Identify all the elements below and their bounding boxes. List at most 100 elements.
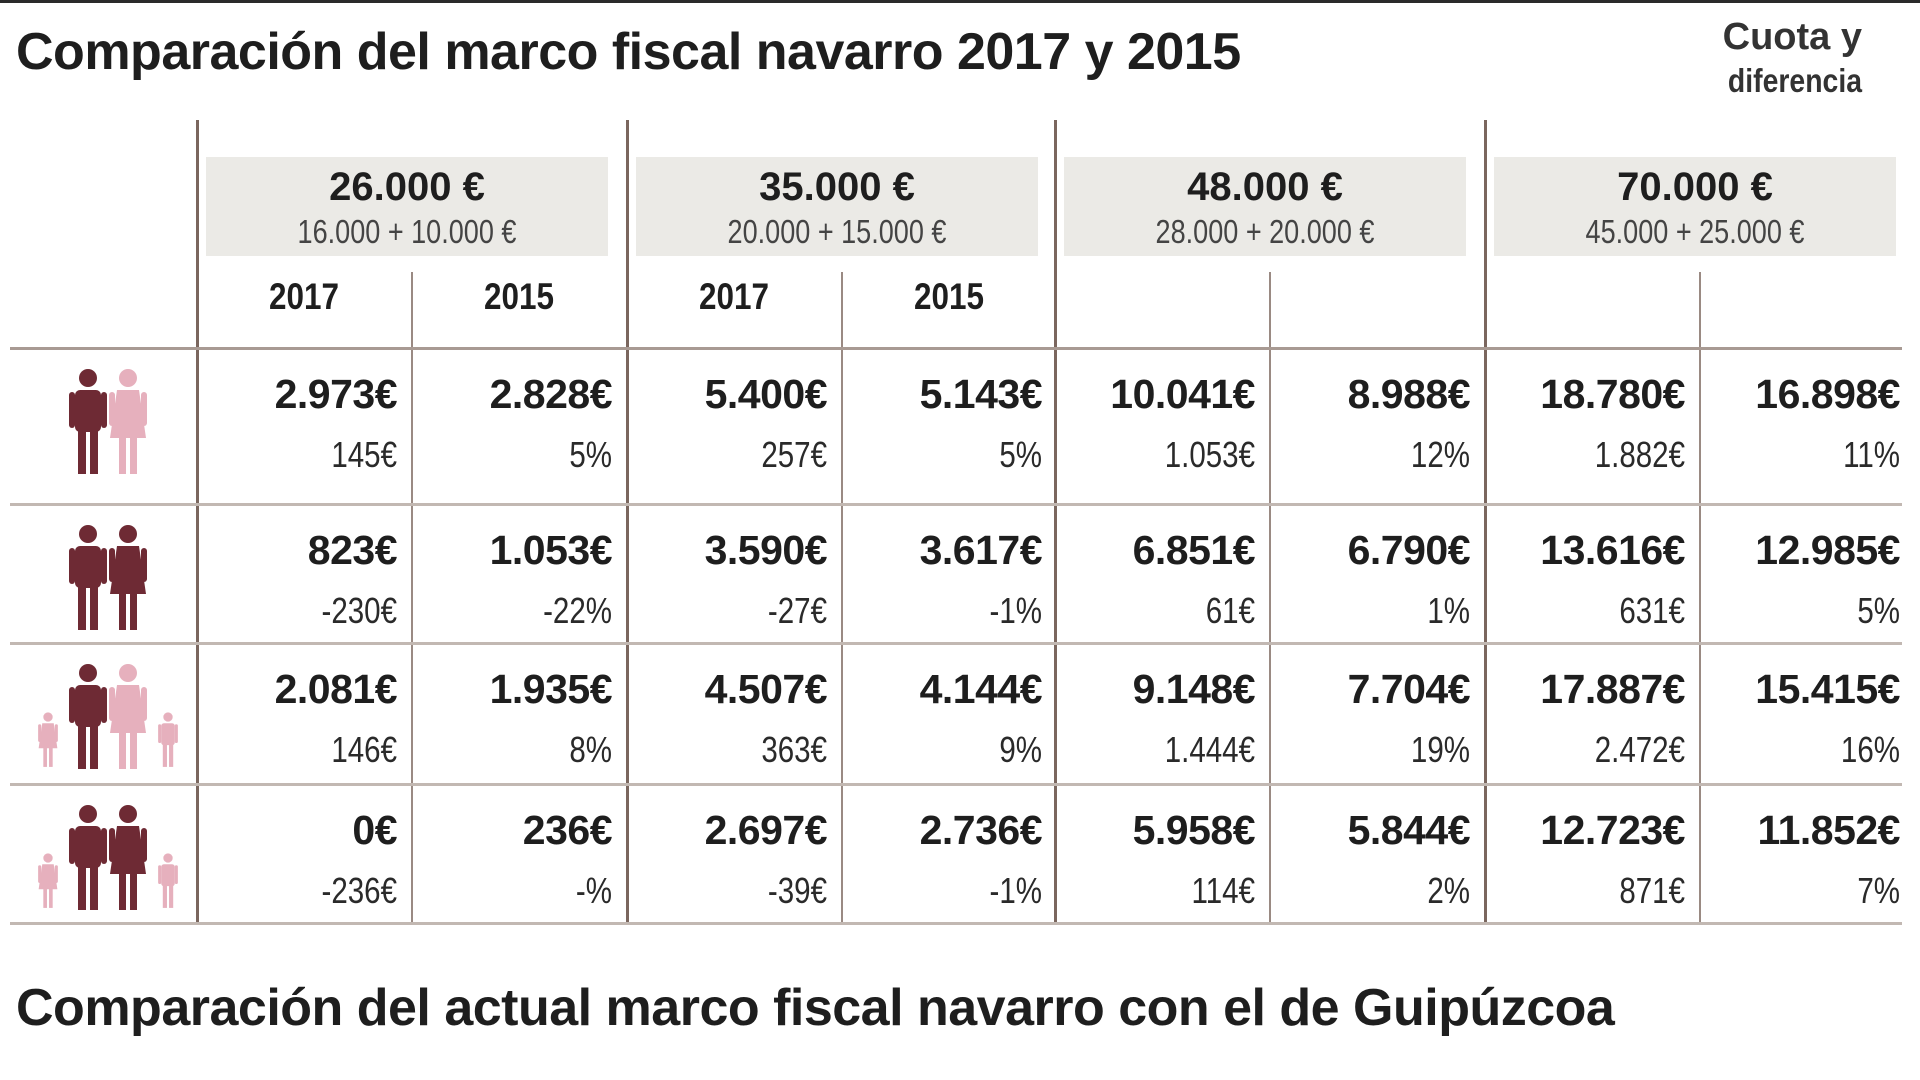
tax-difference: 631€ bbox=[1619, 590, 1685, 631]
couple-mixed-icon bbox=[10, 368, 200, 485]
tax-difference: -22% bbox=[543, 590, 612, 631]
tax-amount: 5.400€ bbox=[704, 371, 828, 417]
tax-difference: 1.053€ bbox=[1164, 434, 1255, 475]
tax-difference: 1.444€ bbox=[1164, 729, 1255, 770]
year-label: 2017 bbox=[699, 276, 769, 317]
column-divider bbox=[196, 120, 199, 924]
income-group-header: 70.000 € 45.000 + 25.000 € bbox=[1494, 157, 1896, 256]
tax-difference: -230€ bbox=[321, 590, 397, 631]
table-cell: 8.988€ 12% bbox=[1270, 369, 1471, 479]
income-group-header: 48.000 € 28.000 + 20.000 € bbox=[1064, 157, 1466, 256]
table-cell: 15.415€ 16% bbox=[1700, 664, 1900, 774]
tax-amount: 7.704€ bbox=[1347, 666, 1471, 712]
family-mixed-icon bbox=[10, 663, 200, 780]
couple-dark-icon bbox=[10, 524, 200, 641]
tax-difference: 11% bbox=[1843, 434, 1900, 475]
tax-difference: -1% bbox=[989, 870, 1042, 911]
tax-difference: 363€ bbox=[761, 729, 827, 770]
top-rule bbox=[0, 0, 1920, 3]
tax-amount: 2.081€ bbox=[274, 666, 398, 712]
tax-difference: 19% bbox=[1410, 729, 1470, 770]
row-divider bbox=[10, 783, 1902, 786]
table-cell: 2.697€ -39€ bbox=[627, 805, 828, 915]
column-divider bbox=[1484, 120, 1487, 924]
tax-difference: 61€ bbox=[1205, 590, 1255, 631]
legend-line-1: Cuota y bbox=[1722, 16, 1862, 58]
tax-amount: 1.053€ bbox=[489, 527, 613, 573]
table-cell: 1.053€ -22% bbox=[412, 525, 613, 635]
tax-amount: 12.723€ bbox=[1540, 807, 1685, 853]
table-cell: 3.590€ -27€ bbox=[627, 525, 828, 635]
tax-difference: 16% bbox=[1840, 729, 1900, 770]
tax-difference: 7% bbox=[1857, 870, 1900, 911]
column-divider bbox=[1054, 120, 1057, 924]
tax-amount: 8.988€ bbox=[1347, 371, 1471, 417]
table-cell: 10.041€ 1.053€ bbox=[1055, 369, 1255, 479]
table-cell: 5.143€ 5% bbox=[842, 369, 1043, 479]
tax-amount: 18.780€ bbox=[1540, 371, 1685, 417]
tax-amount: 3.617€ bbox=[919, 527, 1043, 573]
table-cell: 6.851€ 61€ bbox=[1055, 525, 1256, 635]
income-breakdown: 28.000 + 20.000 € bbox=[1155, 213, 1375, 250]
subcolumn-divider bbox=[1269, 272, 1271, 924]
tax-amount: 17.887€ bbox=[1540, 666, 1685, 712]
table-cell: 3.617€ -1% bbox=[842, 525, 1043, 635]
table-cell: 2.081€ 146€ bbox=[197, 664, 398, 774]
table-cell: 2.973€ 145€ bbox=[197, 369, 398, 479]
tax-difference: 145€ bbox=[331, 434, 397, 475]
table-cell: 0€ -236€ bbox=[197, 805, 397, 915]
row-divider bbox=[10, 642, 1902, 645]
year-label: 2015 bbox=[484, 276, 554, 317]
tax-amount: 5.143€ bbox=[919, 371, 1043, 417]
table-cell: 16.898€ 11% bbox=[1700, 369, 1900, 479]
table-cell: 11.852€ 7% bbox=[1700, 805, 1901, 915]
table-cell: 2.736€ -1% bbox=[842, 805, 1043, 915]
subcolumn-divider bbox=[411, 272, 413, 924]
table-cell: 823€ -230€ bbox=[197, 525, 398, 635]
tax-amount: 236€ bbox=[522, 807, 613, 853]
tax-amount: 4.507€ bbox=[704, 666, 828, 712]
tax-difference: -39€ bbox=[767, 870, 827, 911]
tax-amount: 6.790€ bbox=[1347, 527, 1471, 573]
family-dark-icon bbox=[10, 804, 200, 921]
tax-difference: 1% bbox=[1427, 590, 1470, 631]
tax-amount: 16.898€ bbox=[1755, 371, 1900, 417]
income-breakdown: 16.000 + 10.000 € bbox=[297, 213, 517, 250]
year-label: 2017 bbox=[269, 276, 339, 317]
tax-difference: 257€ bbox=[761, 434, 827, 475]
table-cell: 1.935€ 8% bbox=[412, 664, 613, 774]
tax-difference: -% bbox=[575, 870, 612, 911]
table-cell: 7.704€ 19% bbox=[1270, 664, 1471, 774]
table-cell: 5.844€ 2% bbox=[1270, 805, 1471, 915]
tax-difference: 1.882€ bbox=[1594, 434, 1685, 475]
income-group-header: 35.000 € 20.000 + 15.000 € bbox=[636, 157, 1038, 256]
tax-difference: 2.472€ bbox=[1594, 729, 1685, 770]
section-subtitle: Comparación del actual marco fiscal nava… bbox=[16, 979, 1615, 1037]
row-divider bbox=[10, 347, 1902, 350]
tax-amount: 2.973€ bbox=[274, 371, 398, 417]
tax-amount: 5.958€ bbox=[1132, 807, 1256, 853]
tax-amount: 13.616€ bbox=[1540, 527, 1685, 573]
table-cell: 4.507€ 363€ bbox=[627, 664, 828, 774]
table-cell: 9.148€ 1.444€ bbox=[1055, 664, 1256, 774]
income-amount: 35.000 € bbox=[759, 165, 915, 209]
income-amount: 26.000 € bbox=[329, 165, 485, 209]
table-cell: 17.887€ 2.472€ bbox=[1485, 664, 1685, 774]
tax-difference: 5% bbox=[999, 434, 1042, 475]
tax-amount: 2.697€ bbox=[704, 807, 828, 853]
table-cell: 12.985€ 5% bbox=[1700, 525, 1900, 635]
tax-difference: 5% bbox=[569, 434, 612, 475]
tax-amount: 12.985€ bbox=[1755, 527, 1900, 573]
income-group-header: 26.000 € 16.000 + 10.000 € bbox=[206, 157, 608, 256]
tax-amount: 6.851€ bbox=[1132, 527, 1256, 573]
income-amount: 70.000 € bbox=[1617, 165, 1773, 209]
tax-difference: 114€ bbox=[1191, 870, 1255, 911]
tax-amount: 2.828€ bbox=[489, 371, 613, 417]
income-amount: 48.000 € bbox=[1187, 165, 1343, 209]
tax-amount: 15.415€ bbox=[1755, 666, 1900, 712]
tax-amount: 4.144€ bbox=[919, 666, 1043, 712]
tax-difference: 8% bbox=[569, 729, 612, 770]
tax-difference: 12% bbox=[1410, 434, 1470, 475]
tax-amount: 5.844€ bbox=[1347, 807, 1471, 853]
tax-difference: 146€ bbox=[331, 729, 397, 770]
